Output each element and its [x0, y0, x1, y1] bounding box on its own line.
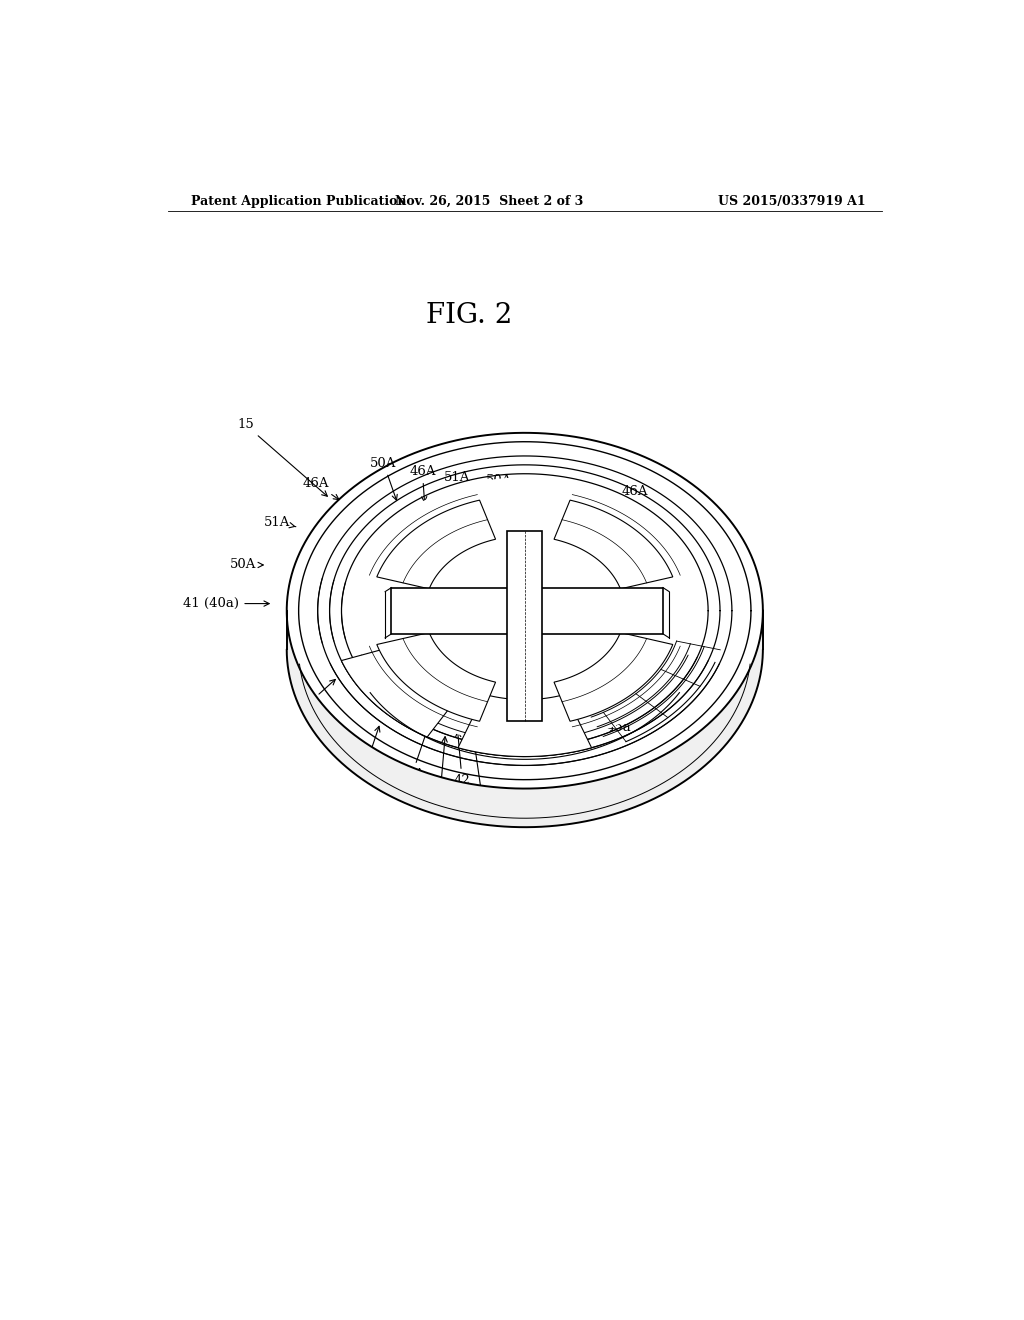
Text: 42: 42: [454, 731, 470, 787]
Text: 50A: 50A: [485, 474, 512, 506]
Polygon shape: [507, 531, 543, 721]
Polygon shape: [391, 587, 663, 634]
Text: FIG. 2: FIG. 2: [426, 302, 512, 330]
Text: 41 (40a): 41 (40a): [183, 597, 269, 610]
Polygon shape: [377, 500, 496, 589]
Text: 46A: 46A: [354, 726, 381, 767]
Polygon shape: [458, 694, 592, 756]
Polygon shape: [554, 632, 673, 721]
Text: 46A: 46A: [603, 486, 647, 506]
Text: 50A: 50A: [638, 591, 673, 605]
Polygon shape: [554, 500, 673, 589]
Polygon shape: [341, 647, 454, 737]
Polygon shape: [377, 632, 496, 721]
Text: 48: 48: [640, 561, 668, 573]
Text: 51A: 51A: [637, 528, 669, 541]
Text: 40: 40: [472, 739, 492, 813]
Text: 46A: 46A: [410, 465, 435, 502]
Text: 43: 43: [431, 737, 449, 803]
Polygon shape: [346, 478, 703, 744]
Polygon shape: [287, 611, 763, 828]
Text: Nov. 26, 2015  Sheet 2 of 3: Nov. 26, 2015 Sheet 2 of 3: [395, 194, 584, 207]
Text: 51A: 51A: [264, 516, 296, 529]
Text: 45a: 45a: [583, 705, 631, 734]
Text: 45: 45: [554, 486, 587, 513]
Text: 50A: 50A: [229, 558, 263, 572]
Text: 47: 47: [298, 680, 335, 711]
Text: 46A: 46A: [303, 477, 339, 500]
Text: 50A: 50A: [371, 457, 397, 500]
Text: 51A: 51A: [399, 731, 427, 781]
Text: 51A: 51A: [444, 471, 471, 506]
Text: 49A: 49A: [638, 627, 675, 640]
Text: US 2015/0337919 A1: US 2015/0337919 A1: [719, 194, 866, 207]
Text: 15: 15: [238, 418, 328, 496]
Text: Patent Application Publication: Patent Application Publication: [191, 194, 407, 207]
